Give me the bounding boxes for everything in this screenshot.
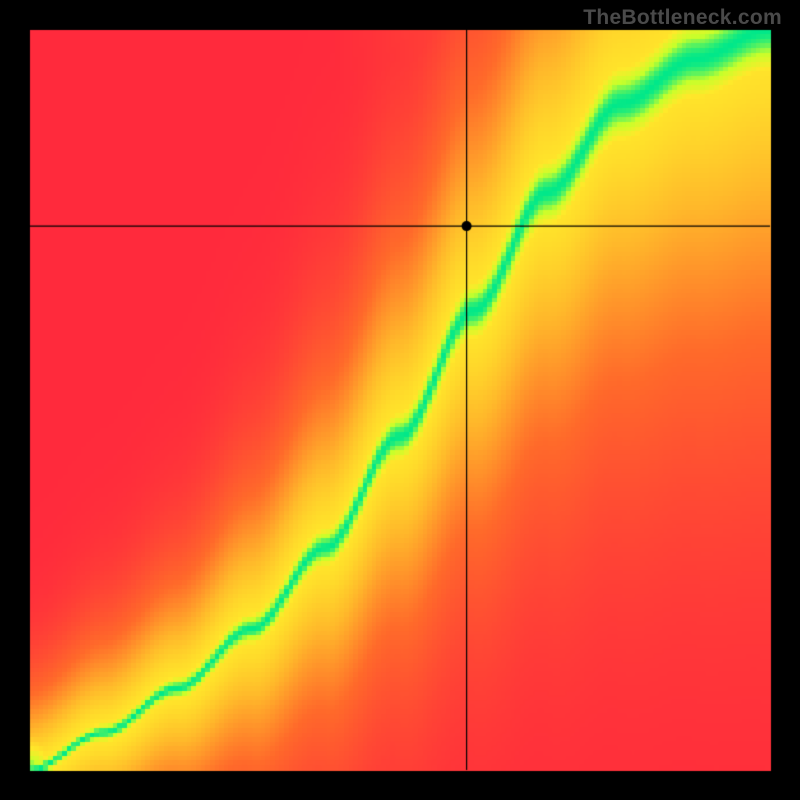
chart-container: TheBottleneck.com [0,0,800,800]
heatmap-canvas [0,0,800,800]
watermark-text: TheBottleneck.com [583,6,782,30]
